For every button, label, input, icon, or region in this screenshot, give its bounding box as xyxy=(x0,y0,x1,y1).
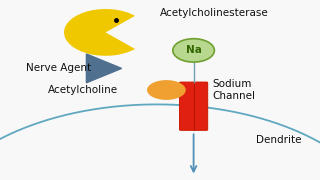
Text: Nerve Agent: Nerve Agent xyxy=(26,63,91,73)
Text: Na: Na xyxy=(186,45,202,55)
Wedge shape xyxy=(64,9,135,56)
Polygon shape xyxy=(86,54,122,83)
FancyBboxPatch shape xyxy=(180,82,208,130)
Circle shape xyxy=(173,39,214,62)
Text: Sodium
Channel: Sodium Channel xyxy=(213,79,256,101)
Ellipse shape xyxy=(147,80,186,100)
Text: Acetylcholine: Acetylcholine xyxy=(48,85,118,95)
Text: Acetylcholinesterase: Acetylcholinesterase xyxy=(160,8,269,18)
Text: Dendrite: Dendrite xyxy=(256,135,301,145)
